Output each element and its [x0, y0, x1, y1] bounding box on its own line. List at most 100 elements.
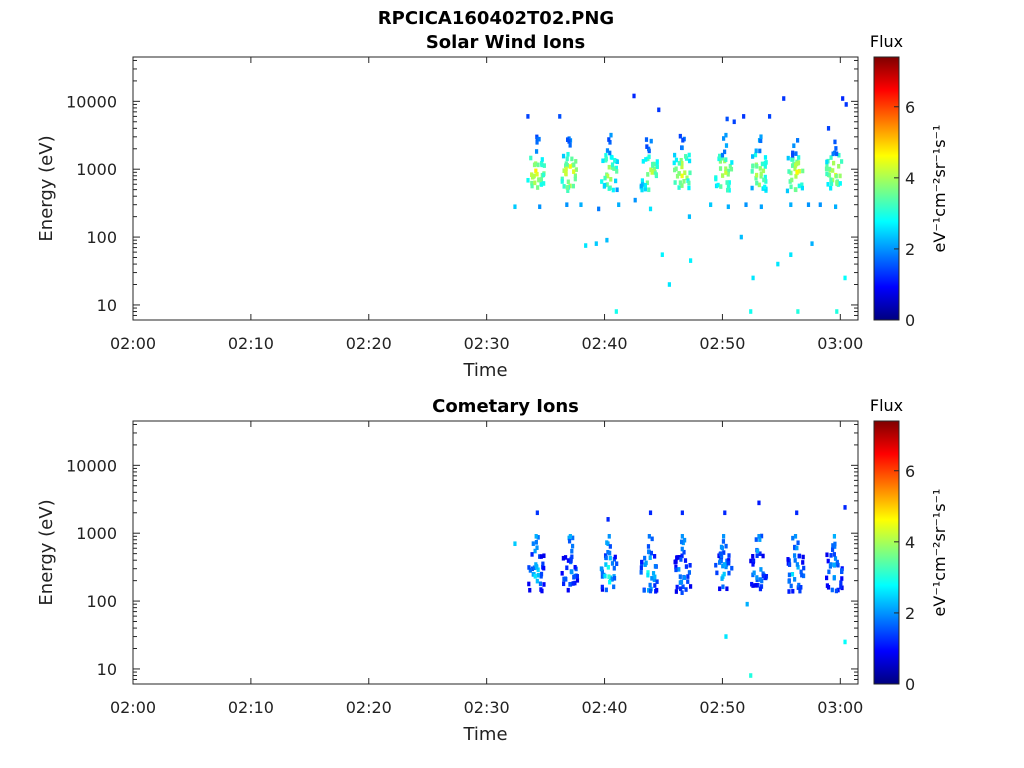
data-cell	[584, 243, 588, 248]
data-cell	[831, 168, 835, 173]
data-cell	[727, 180, 731, 185]
data-cell	[563, 555, 568, 560]
data-cell	[538, 204, 542, 210]
data-cell	[605, 148, 610, 153]
colorbar-tick-label: 4	[905, 169, 915, 188]
data-cell	[606, 517, 610, 522]
data-cell	[839, 580, 843, 585]
data-cell	[542, 582, 546, 587]
data-cell	[600, 179, 604, 184]
data-cell	[604, 562, 608, 567]
data-cell	[572, 162, 576, 168]
data-cell	[679, 579, 684, 585]
data-cell	[603, 573, 607, 579]
data-cell	[837, 152, 841, 158]
data-cell	[745, 601, 749, 607]
data-cell	[687, 158, 692, 164]
colorbar-tick-label: 4	[905, 533, 915, 552]
data-cell	[540, 162, 544, 168]
data-cell	[721, 539, 726, 544]
x-tick-label: 02:20	[346, 334, 392, 353]
data-cell	[535, 545, 539, 551]
data-cell	[573, 580, 577, 586]
data-cell	[612, 584, 616, 590]
data-cell	[643, 186, 647, 192]
data-cell	[835, 151, 839, 157]
data-cell	[829, 562, 833, 567]
plot-area	[132, 56, 859, 321]
x-tick-label: 02:50	[699, 698, 745, 717]
data-cell	[560, 176, 564, 182]
data-cell	[799, 569, 803, 575]
data-cell	[730, 565, 734, 571]
data-cell	[761, 186, 765, 191]
y-tick-label: 10	[97, 296, 117, 315]
data-cell	[613, 157, 617, 163]
data-cell	[806, 202, 811, 207]
data-cell	[605, 182, 609, 187]
data-cell	[722, 550, 726, 555]
data-cell	[639, 570, 643, 575]
data-cell	[761, 168, 766, 174]
data-cell	[562, 581, 566, 587]
data-cell	[667, 282, 671, 287]
data-cell	[797, 168, 801, 174]
data-cell	[727, 558, 731, 563]
data-cell	[564, 166, 568, 172]
data-cell	[759, 584, 764, 589]
data-cell	[801, 560, 805, 565]
data-cell	[570, 156, 574, 162]
data-cell	[726, 171, 730, 177]
data-cell	[641, 159, 645, 164]
data-cell	[533, 574, 537, 579]
data-cell	[527, 565, 531, 570]
data-cell	[791, 150, 795, 156]
data-cell	[732, 119, 736, 125]
data-cell	[755, 575, 759, 580]
data-cell	[802, 565, 806, 571]
data-cell	[831, 543, 835, 548]
data-cell	[827, 166, 832, 172]
data-cell	[542, 163, 546, 168]
data-burst	[786, 553, 806, 594]
x-tick-label: 02:00	[110, 698, 156, 717]
data-cell	[684, 564, 689, 569]
x-tick-label: 02:50	[699, 334, 745, 353]
data-cell	[793, 577, 797, 582]
data-cell	[715, 570, 719, 576]
data-cell	[639, 183, 643, 189]
data-burst	[639, 154, 659, 193]
data-cell	[571, 183, 575, 189]
data-cell	[792, 143, 796, 149]
data-cell	[791, 157, 795, 162]
data-cell	[749, 309, 753, 314]
data-cell	[836, 562, 840, 568]
data-cell	[535, 578, 539, 584]
data-cell	[726, 187, 730, 193]
data-cell	[825, 552, 829, 558]
data-cell	[795, 545, 799, 551]
data-cell	[678, 586, 683, 592]
x-tick-label: 02:10	[228, 334, 274, 353]
colorbar-units: eV⁻¹cm⁻²sr⁻¹s⁻¹	[930, 125, 949, 253]
plot-area	[132, 420, 859, 685]
data-cell	[826, 558, 830, 564]
data-cell	[751, 562, 755, 567]
data-cell	[597, 206, 601, 212]
data-cell	[796, 564, 800, 570]
data-burst	[824, 152, 844, 191]
data-cell	[608, 544, 612, 549]
data-cell	[782, 96, 786, 101]
data-cell	[677, 567, 681, 572]
data-cell	[611, 187, 615, 193]
data-cell	[607, 164, 611, 170]
colorbar: 0 2 4 6 Flux eV⁻¹cm⁻²sr⁻¹s⁻¹	[870, 32, 949, 330]
data-cell	[529, 155, 533, 161]
data-burst	[673, 553, 693, 595]
data-cell	[753, 152, 758, 158]
data-burst	[527, 552, 546, 594]
data-cell	[608, 555, 612, 561]
data-cell	[680, 534, 684, 539]
x-tick-label: 02:00	[110, 334, 156, 353]
x-tick-label: 02:30	[464, 698, 510, 717]
